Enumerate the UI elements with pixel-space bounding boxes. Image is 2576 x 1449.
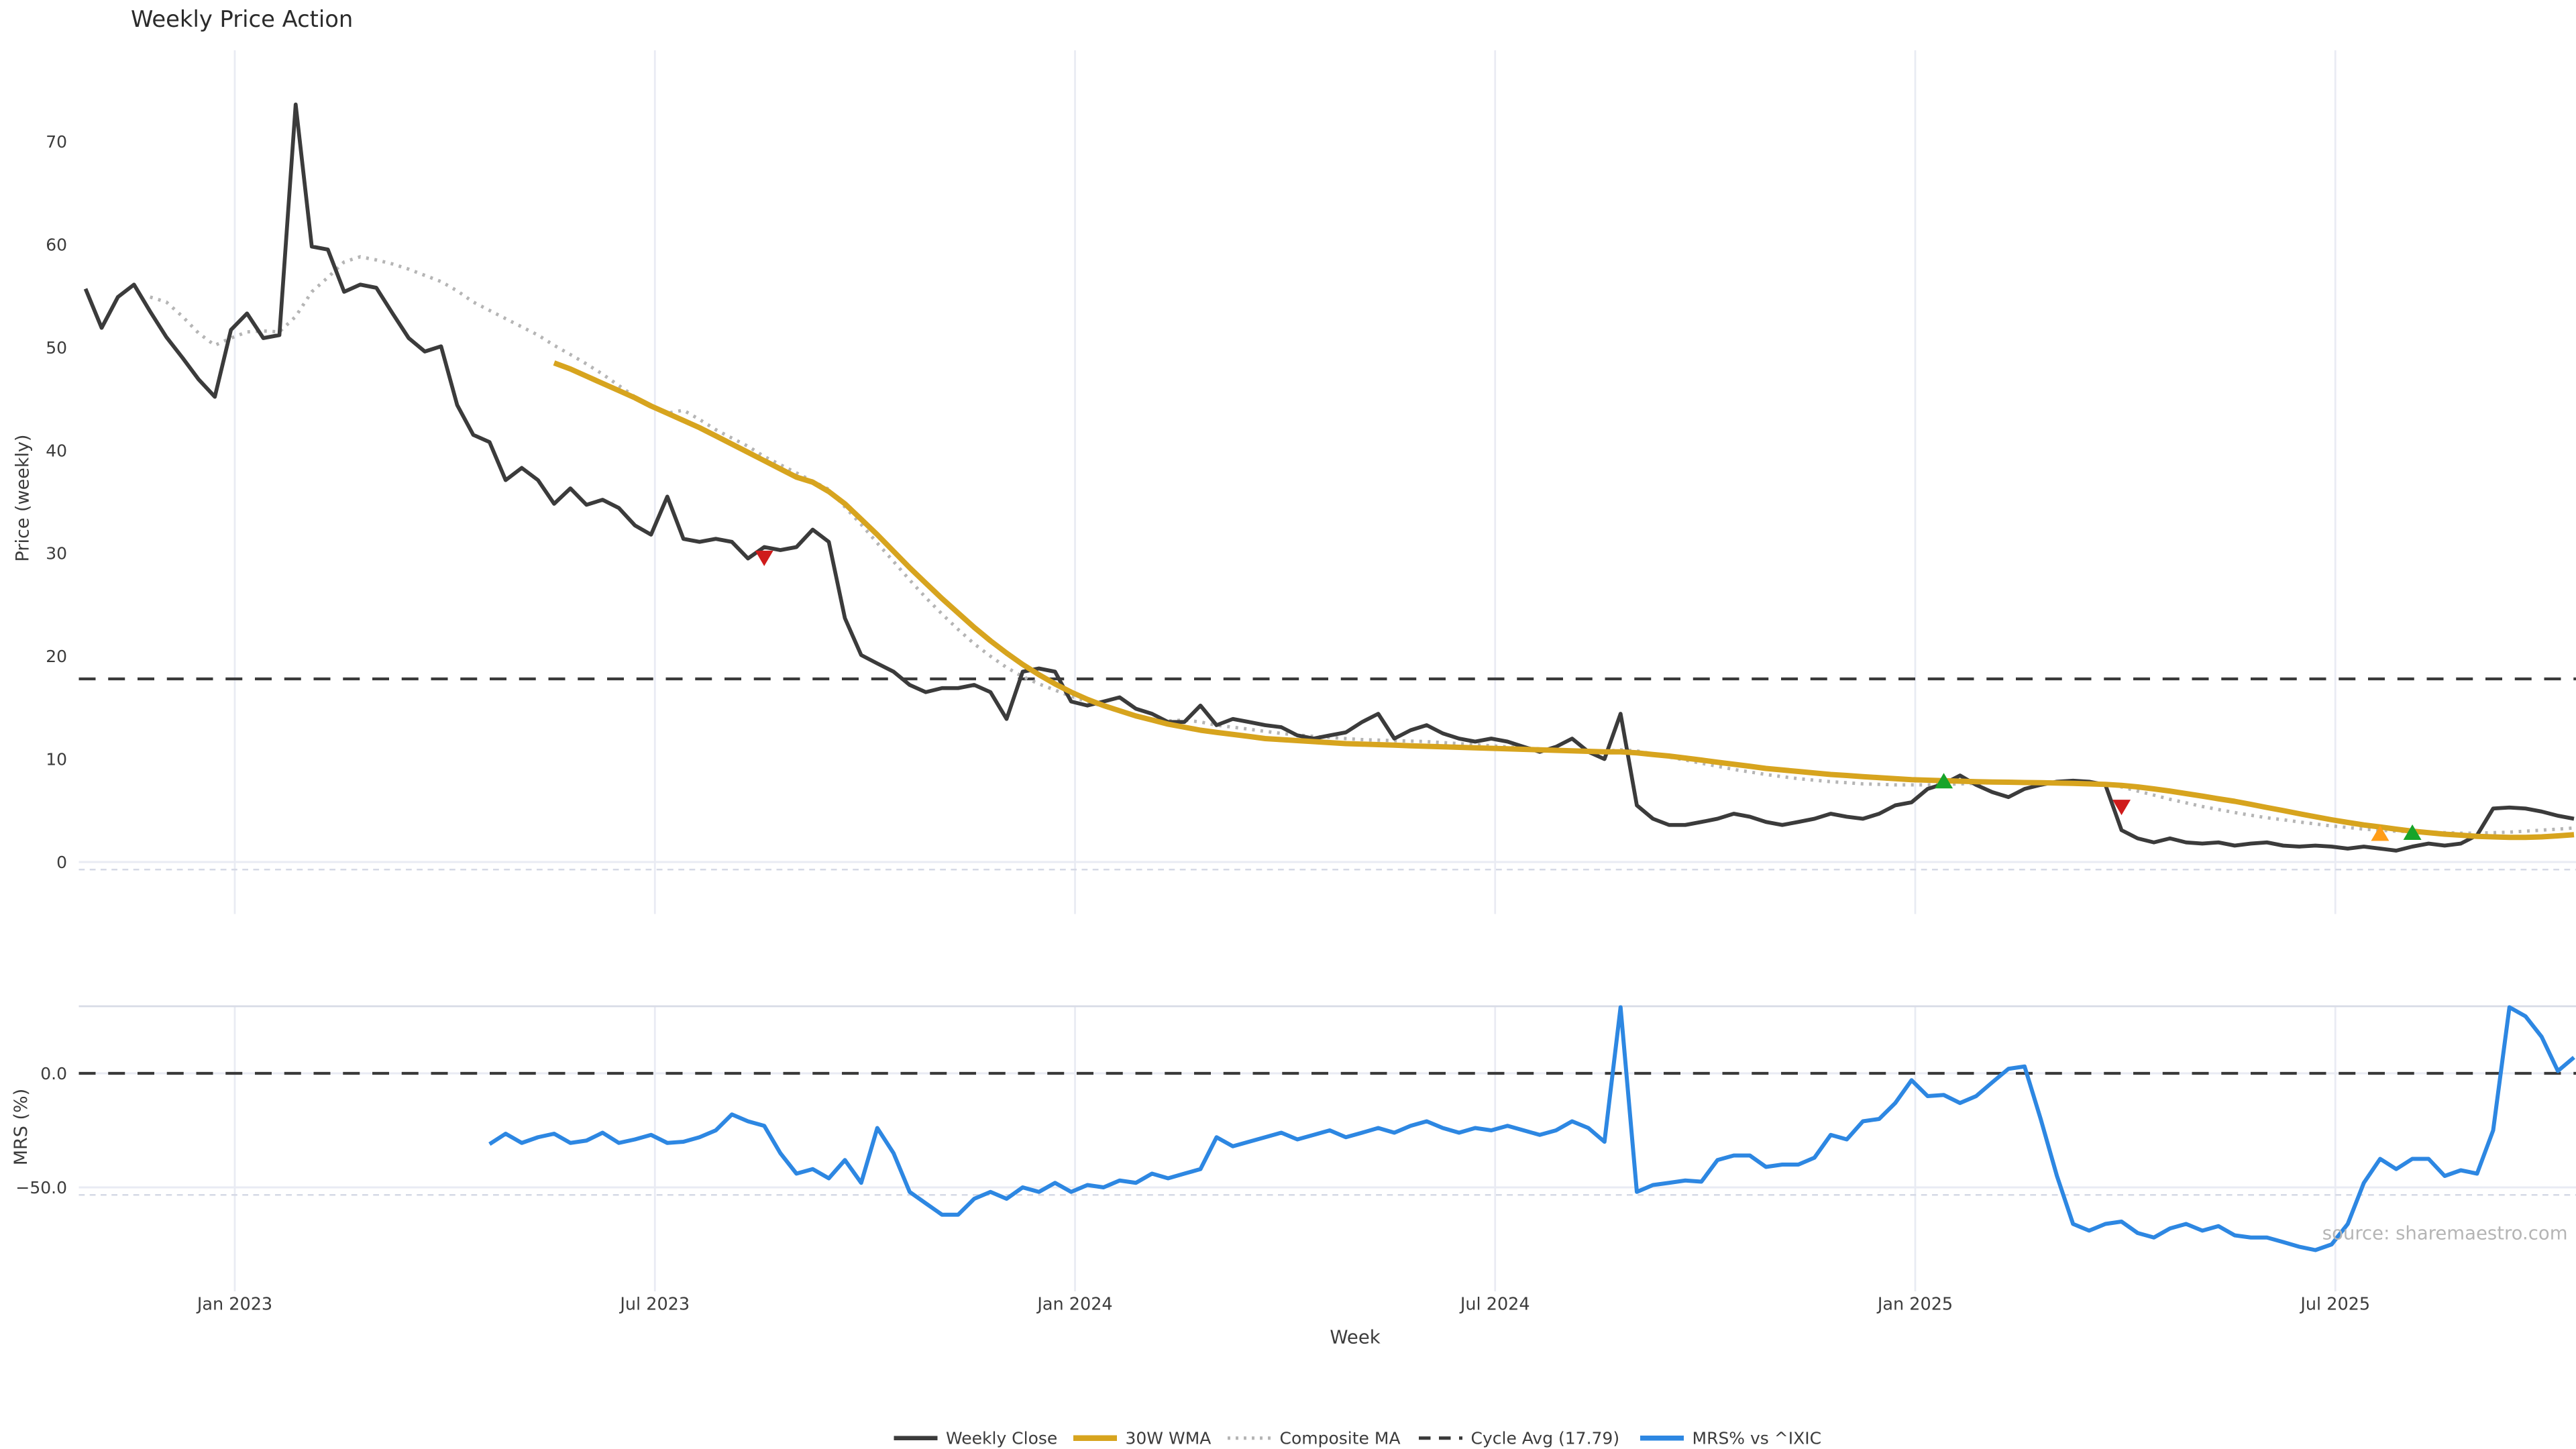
price-ytick-label: 70 [46,132,67,152]
x-tick-label: Jul 2024 [1459,1295,1530,1315]
trade-markers [755,550,2422,841]
legend-label: MRS% vs ^IXIC [1693,1429,1822,1448]
mrs-ytick-label: −50.0 [15,1178,67,1197]
mrs-axis-label: MRS (%) [11,1089,32,1166]
series-mrs-line [488,1005,2575,1252]
x-tick-label: Jan 2025 [1876,1295,1953,1315]
x-tick-label: Jan 2023 [196,1295,272,1315]
legend-label: Weekly Close [946,1429,1057,1448]
legend-item: 30W WMA [1073,1429,1211,1448]
price-axis-label: Price (weekly) [12,435,33,562]
price-ytick-label: 50 [46,338,67,358]
grid-layer [78,50,2576,1291]
price-ytick-label: 10 [46,750,67,769]
watch-marker [2371,825,2390,841]
series-composite-ma [150,255,2575,835]
source-watermark: source: sharemaestro.com [2322,1223,2568,1244]
x-tick-label: Jul 2023 [619,1295,690,1315]
sell-marker [2112,800,2131,816]
legend-item: Composite MA [1228,1429,1401,1448]
mrs-ytick-label: 0.0 [40,1064,67,1083]
legend: Weekly Close 30W WMA Composite MA Cycle Avg… [894,1429,1821,1448]
chart-title: Weekly Price Action [131,6,353,32]
axis-ticks: 0 10 20 30 40 50 60 70 0.0 −50.0 Jan 2023 Jul 2023 J… [15,132,2370,1314]
series-weekly-close [83,102,2575,853]
price-ytick-label: 0 [56,853,67,872]
legend-item: MRS% vs ^IXIC [1640,1429,1821,1448]
legend-label: Cycle Avg (17.79) [1471,1429,1620,1448]
legend-item: Weekly Close [894,1429,1057,1448]
legend-label: Composite MA [1280,1429,1401,1448]
x-axis-label: Week [1330,1327,1380,1348]
legend-item: Cycle Avg (17.79) [1419,1429,1619,1448]
legend-label: 30W WMA [1126,1429,1212,1448]
series-30w-wma [553,360,2575,841]
sell-marker [755,550,773,566]
buy-marker [1935,773,1953,789]
x-tick-label: Jul 2025 [2299,1295,2370,1315]
price-ytick-label: 40 [46,441,67,460]
buy-marker [2403,824,2422,841]
price-ytick-label: 30 [46,544,67,564]
x-tick-label: Jan 2024 [1036,1295,1112,1315]
price-ytick-label: 60 [46,235,67,254]
series-layer [83,102,2575,1252]
price-ytick-label: 20 [46,647,67,666]
